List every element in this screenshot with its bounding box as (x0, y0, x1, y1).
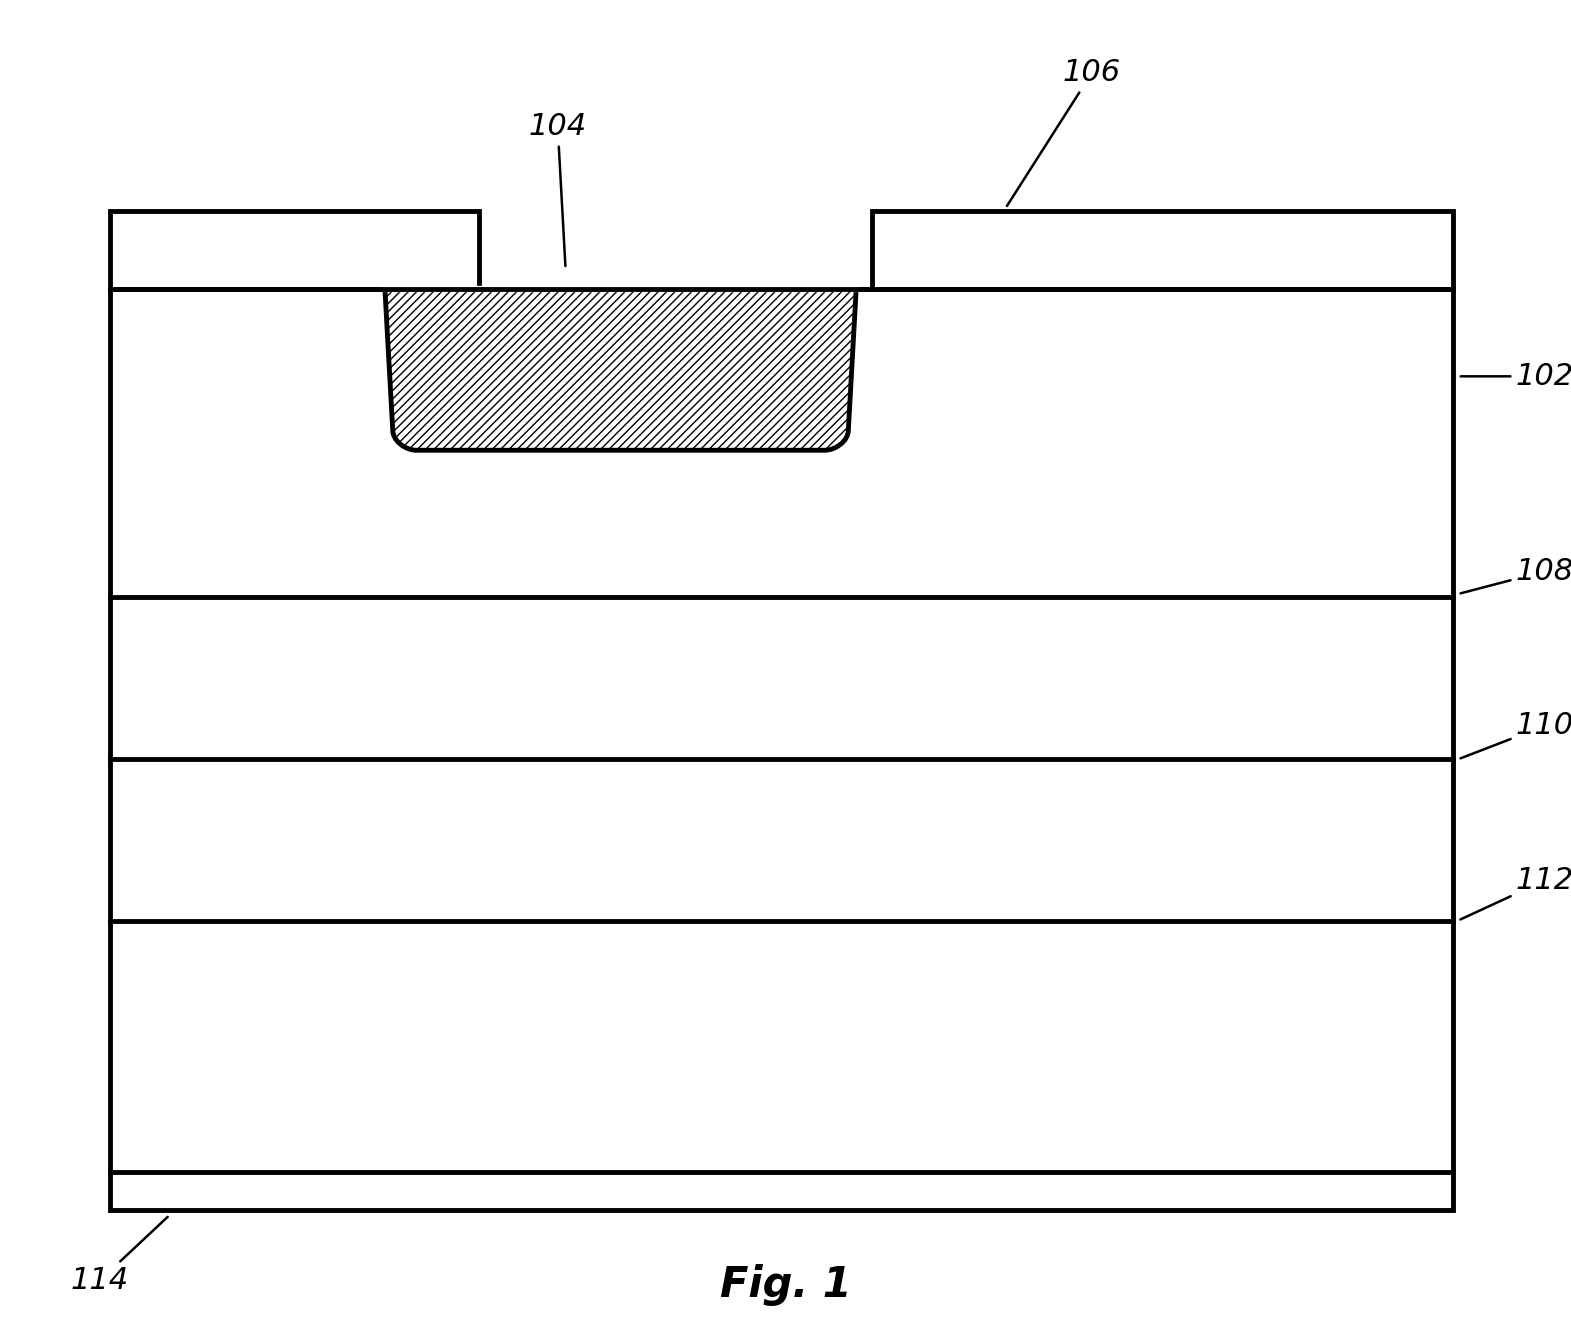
Text: 102: 102 (1461, 362, 1571, 391)
Text: 110: 110 (1461, 711, 1571, 758)
Bar (110, 289, 1453, 1210)
Text: 106: 106 (1007, 58, 1120, 206)
Text: 112: 112 (1461, 866, 1571, 919)
Text: 104: 104 (529, 112, 586, 266)
Bar (110, 211, 479, 289)
PathPatch shape (385, 289, 856, 450)
Text: Fig. 1: Fig. 1 (720, 1265, 851, 1306)
Text: 108: 108 (1461, 556, 1571, 593)
Text: 114: 114 (71, 1216, 168, 1296)
Bar (872, 211, 1453, 289)
